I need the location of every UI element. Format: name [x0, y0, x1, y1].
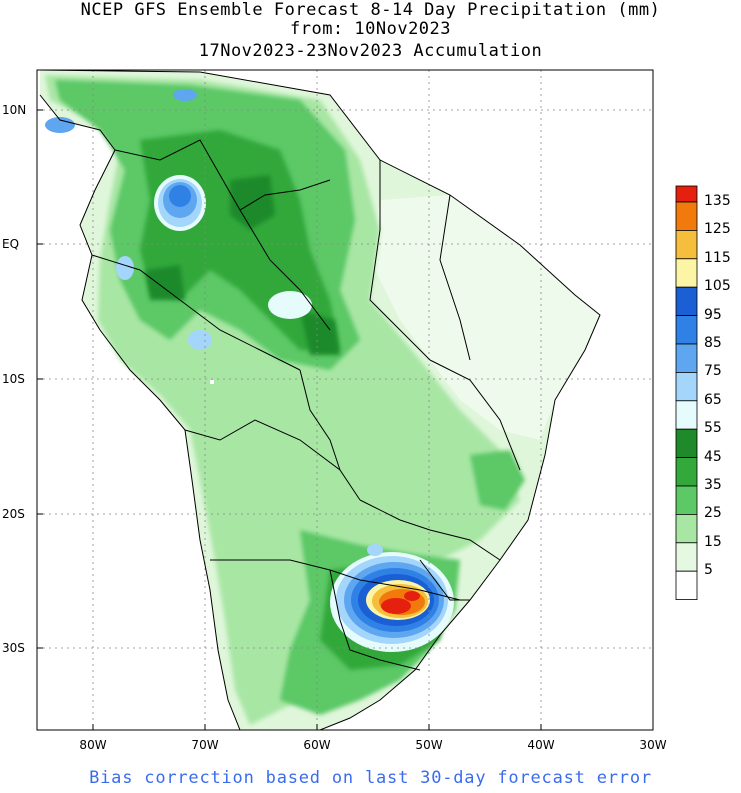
legend-swatch: [675, 343, 698, 373]
legend-swatch: [675, 201, 698, 231]
legend-label: 135: [704, 193, 731, 209]
legend-label: 105: [704, 278, 731, 295]
legend-swatch: [675, 542, 698, 572]
precip-patch-brazil-north: [367, 544, 383, 556]
legend-label: 95: [704, 306, 722, 323]
lon-label-50w: 50W: [415, 738, 443, 752]
legend-swatch: [675, 315, 698, 345]
lon-label-40w: 40W: [527, 738, 555, 752]
precip-135-plus: [381, 598, 411, 614]
precip-patch-peru: [188, 330, 212, 350]
lat-label-10n: 10N: [2, 103, 27, 117]
legend-label: 5: [704, 562, 713, 579]
legend-swatch: [675, 371, 698, 402]
legend-label: 45: [704, 448, 722, 465]
legend-swatch: [675, 428, 698, 459]
lon-label-80w: 80W: [79, 738, 107, 752]
map-frame: [36, 69, 654, 731]
legend-swatch: [675, 485, 698, 515]
legend-label: 125: [704, 221, 731, 238]
precip-patch-ecuador: [116, 256, 134, 280]
precip-patch-northwest: [45, 117, 75, 133]
lon-label-30w: 30W: [639, 738, 667, 752]
lat-label-30s: 30S: [2, 641, 25, 655]
legend-label: 55: [704, 420, 722, 437]
lat-label-20s: 20S: [2, 507, 25, 521]
lon-label-70w: 70W: [191, 738, 219, 752]
legend-swatch: [675, 400, 698, 430]
bias-correction-note: Bias correction based on last 30-day for…: [89, 768, 652, 788]
forecast-issue-date: from: 10Nov2023: [289, 19, 452, 39]
axis-ticks: [37, 109, 654, 730]
legend-swatch: [675, 258, 698, 288]
precip-135-plus-b: [404, 591, 420, 601]
precip-legend: [675, 185, 698, 601]
legend-label: 25: [704, 505, 722, 522]
map-title: NCEP GFS Ensemble Forecast 8-14 Day Prec…: [80, 0, 661, 20]
accumulation-period: 17Nov2023-23Nov2023 Accumulation: [198, 41, 543, 61]
precip-45-55-b: [300, 310, 340, 355]
lon-label-60w: 60W: [303, 738, 331, 752]
legend-swatch: [675, 570, 698, 601]
legend-swatch: [675, 457, 698, 487]
lat-label-10s: 10S: [2, 372, 25, 386]
lat-label-eq: EQ: [2, 237, 20, 251]
precip-45-55-c: [145, 265, 185, 300]
precip-patch-caribbean: [173, 89, 197, 101]
legend-label: 65: [704, 391, 722, 408]
legend-label: 85: [704, 335, 722, 351]
legend-swatch: [675, 185, 698, 203]
legend-swatch: [675, 286, 698, 317]
legend-swatch: [675, 514, 698, 544]
legend-label: 15: [704, 533, 722, 550]
political-boundaries: [39, 70, 601, 730]
precip-blue-colombia-core: [169, 185, 191, 207]
precip-under-5-argentina: [210, 380, 214, 384]
legend-label: 35: [704, 477, 722, 493]
precip-patch-amazon: [268, 291, 312, 319]
lat-lon-grid: [37, 70, 653, 730]
precip-25-35-southeast: [470, 450, 525, 510]
legend-swatch: [675, 229, 698, 260]
legend-label: 115: [704, 249, 731, 266]
precip-field: [40, 70, 600, 730]
legend-label: 75: [704, 363, 722, 380]
